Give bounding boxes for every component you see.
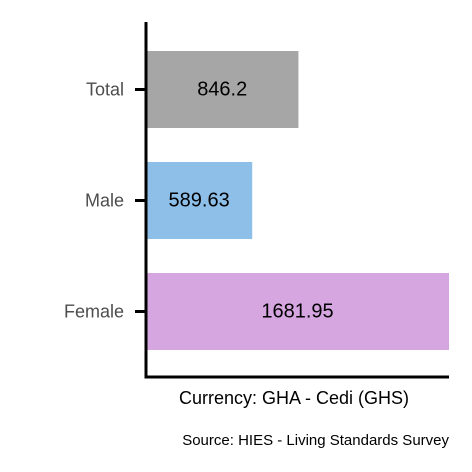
source-caption: Source: HIES - Living Standards Survey — [182, 432, 449, 449]
bars-layer — [146, 51, 449, 350]
y-tick-label-female: Female — [64, 302, 124, 322]
bar-male — [146, 162, 253, 239]
value-label-male: 589.63 — [169, 190, 230, 212]
y-tick-label-male: Male — [85, 191, 124, 211]
x-axis-title: Currency: GHA - Cedi (GHS) — [179, 388, 409, 408]
labels-layer: 846.2 Total 589.63 Male 1681.95 Female — [64, 79, 334, 323]
axes-layer — [135, 22, 449, 379]
value-label-female: 1681.95 — [261, 301, 333, 323]
bar-female — [146, 273, 449, 350]
y-tick-label-total: Total — [86, 80, 124, 100]
bar-total — [146, 51, 299, 128]
value-label-total: 846.2 — [197, 79, 247, 101]
